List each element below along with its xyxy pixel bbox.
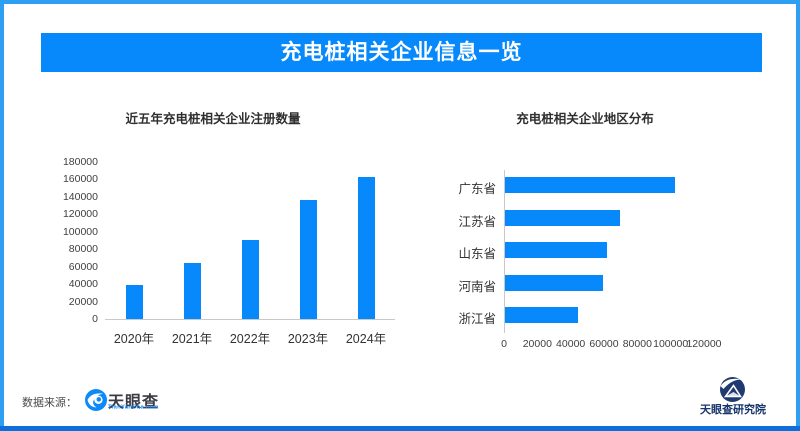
- y-category-label: 山东省: [458, 247, 496, 261]
- y-tick-label: 120000: [62, 208, 98, 221]
- bar-浙江省: [505, 307, 579, 323]
- x-tick-label: 40000: [556, 338, 586, 350]
- y-tick-label: 80000: [68, 243, 98, 256]
- bar-2021年: [183, 263, 201, 319]
- bar-山东省: [505, 242, 607, 258]
- x-tick-label: 80000: [622, 338, 652, 350]
- y-category-label: 广东省: [458, 182, 496, 196]
- left-chart-title: 近五年充电桩相关企业注册数量: [125, 112, 301, 126]
- data-source-label: 数据来源：: [22, 397, 77, 409]
- y-tick-label: 0: [92, 313, 98, 325]
- bar-河南省: [505, 274, 604, 291]
- y-tick-label: 40000: [68, 278, 98, 291]
- tianyancha-logo-icon: [85, 389, 107, 411]
- bar-广东省: [505, 177, 675, 193]
- y-tick-label: 180000: [62, 156, 98, 168]
- research-institute-logo-icon: [719, 376, 746, 403]
- x-tick-label: 0: [501, 338, 507, 350]
- mountain-circle-icon: [720, 377, 745, 402]
- frame-border-top: [0, 0, 800, 4]
- eye-swirl-icon: [85, 389, 107, 411]
- x-tick-label: 2021年: [171, 332, 213, 346]
- y-tick-label: 100000: [62, 225, 98, 238]
- bar-2024年: [357, 176, 375, 319]
- y-tick-label: 160000: [62, 173, 98, 186]
- right-chart-title: 充电桩相关企业地区分布: [516, 112, 654, 126]
- frame-border-right: [796, 0, 800, 431]
- frame-border-bottom: [0, 426, 800, 431]
- research-institute-wordmark: 天眼查研究院: [700, 404, 766, 416]
- tianyancha-domain: TianYanCha.com: [108, 404, 159, 411]
- y-tick-label: 20000: [68, 295, 98, 308]
- x-tick-label: 120000: [686, 338, 722, 350]
- y-tick-label: 60000: [68, 260, 98, 273]
- bar-江苏省: [505, 209, 620, 226]
- x-axis-line: [105, 319, 395, 320]
- y-category-label: 浙江省: [458, 312, 496, 326]
- y-axis-line: [504, 170, 505, 333]
- bar-2022年: [241, 239, 259, 319]
- x-tick-label: 2020年: [113, 332, 155, 346]
- bar-2023年: [299, 200, 317, 319]
- tianyancha-wordmark: 天眼查: [108, 394, 160, 411]
- x-tick-label: 60000: [589, 338, 619, 350]
- bar-2020年: [125, 284, 143, 319]
- y-tick-label: 140000: [62, 190, 98, 203]
- x-tick-label: 2022年: [229, 332, 271, 346]
- page-title: 充电桩相关企业信息一览: [41, 33, 762, 72]
- y-category-label: 江苏省: [458, 214, 496, 229]
- y-category-label: 河南省: [458, 279, 496, 294]
- x-tick-label: 20000: [522, 338, 552, 350]
- x-tick-label: 2023年: [287, 332, 329, 346]
- x-tick-label: 100000: [653, 338, 689, 350]
- x-tick-label: 2024年: [345, 332, 387, 346]
- frame-border-left: [0, 0, 4, 431]
